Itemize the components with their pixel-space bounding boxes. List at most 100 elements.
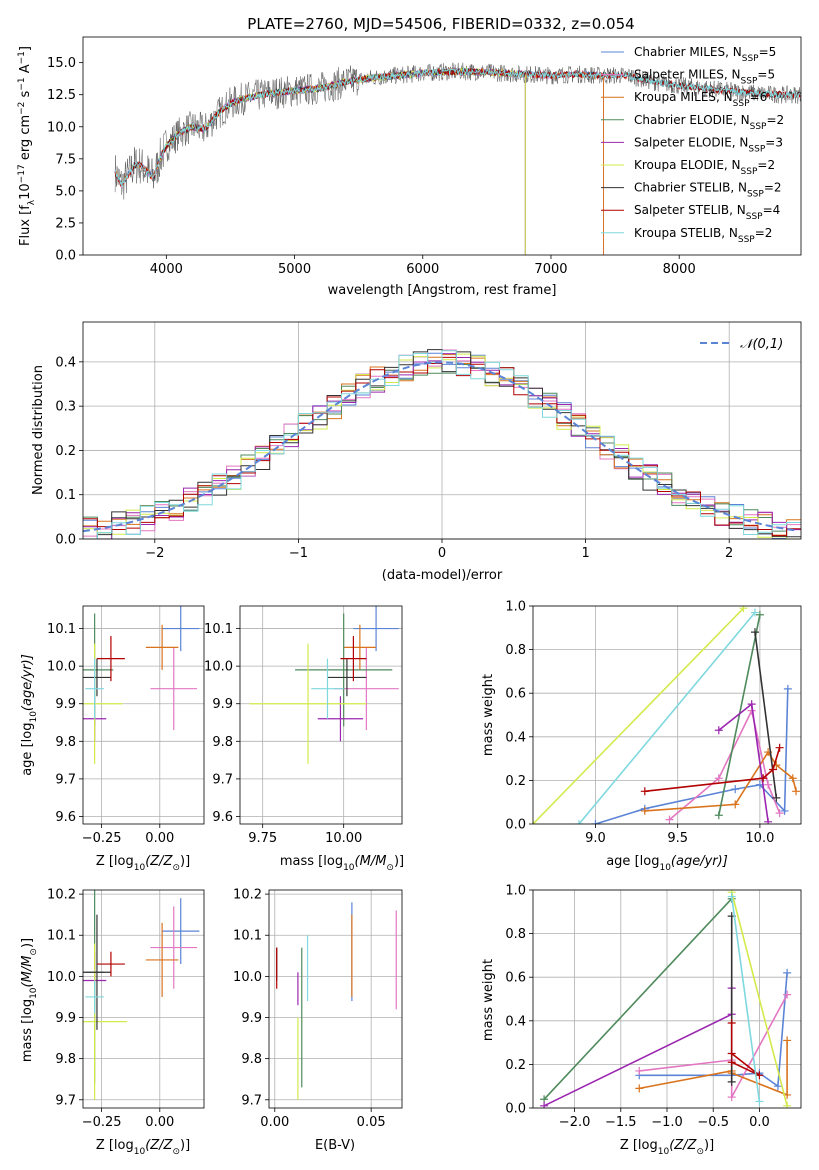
weight_vs_age-marks	[533, 606, 801, 824]
y-tick-label: 0.1	[55, 488, 76, 503]
spectrum-axes: 4000 5000 6000 7000 8000 0.0 2.5 5.0 7.5 10.0 12.5…	[17, 36, 802, 298]
weight-line	[578, 611, 756, 824]
mass-ebv-xlabel: E(B-V)	[315, 1138, 355, 1153]
weight-marker	[747, 700, 756, 709]
histogram-series	[83, 364, 801, 539]
y-tick-label: 2.5	[55, 216, 76, 231]
y-tick-label: 9.9	[55, 697, 76, 712]
y-tick-label: 0.0	[55, 533, 76, 548]
weight-marker	[727, 1093, 736, 1102]
x-tick-label: −0.5	[697, 1115, 729, 1130]
y-tick-label: 9.9	[241, 1011, 262, 1026]
weight-line	[730, 1023, 760, 1077]
x-tick-label: −2	[145, 546, 164, 561]
x-tick-label: 10.0	[745, 831, 774, 846]
weight-marker	[635, 1066, 644, 1075]
weight-marker	[773, 1082, 782, 1091]
y-tick-label: 9.8	[55, 1052, 76, 1067]
weight-marker	[764, 817, 773, 824]
age_vs_mass-marks	[249, 606, 399, 764]
y-tick-label: 10.1	[47, 622, 76, 637]
weight-marker	[731, 800, 740, 809]
x-tick-label: 0.05	[357, 1115, 386, 1130]
weight-marker	[727, 892, 736, 901]
x-tick-label: 9.5	[667, 831, 688, 846]
weight-line	[533, 607, 745, 824]
legend-label: Chabrier STELIB, NSSP=2	[634, 181, 782, 200]
age_vs_z-frame	[82, 605, 205, 825]
x-tick-label: −1.5	[605, 1115, 637, 1130]
weight_vs_z-frame	[532, 889, 802, 1109]
y-tick-label: 0.0	[505, 1102, 526, 1117]
y-tick-label: 0.2	[55, 444, 76, 459]
weight_vs_z-axes: −2.0 −1.5 −1.0 −0.5 0.0 0.0 0.2 0.4 0.6 0.8 1.0 Z […	[481, 884, 802, 1157]
weight-line	[730, 896, 761, 1102]
age_vs_z-axes: −0.25 0.00 9.6 9.7 9.8 9.9 10.0 10.1 Z [log10(Z/…	[20, 605, 205, 873]
x-tick-label: −0.25	[82, 1115, 122, 1130]
y-tick-label: 9.6	[55, 810, 76, 825]
weight-marker	[783, 968, 792, 977]
weight-marker	[591, 820, 600, 824]
weight-marker	[714, 726, 723, 735]
y-tick-label: 10.0	[204, 660, 233, 675]
residuals-xlabel: (data-model)/error	[382, 568, 503, 583]
legend-label: Chabrier MILES, NSSP=5	[634, 45, 776, 64]
weight-age-ylabel: mass weight	[481, 674, 496, 756]
y-tick-label: 9.8	[241, 1052, 262, 1067]
y-tick-label: 9.6	[212, 810, 233, 825]
weight-marker	[792, 787, 801, 796]
y-tick-label: 0.4	[55, 355, 76, 370]
legend-label: Salpeter STELIB, NSSP=4	[634, 203, 780, 222]
figure-title: PLATE=2760, MJD=54506, FIBERID=0332, z=0…	[247, 15, 634, 33]
mass_vs_ebv-marks	[276, 902, 397, 1100]
spectrum-marks	[114, 62, 801, 255]
weight-marker	[783, 1036, 792, 1045]
y-tick-label: 0.6	[505, 971, 526, 986]
y-tick-label: 0.2	[505, 1058, 526, 1073]
weight-marker	[727, 1058, 736, 1067]
mass_vs_z-frame	[82, 889, 205, 1109]
histogram-series	[83, 356, 801, 537]
y-tick-label: 9.7	[55, 772, 76, 787]
weight-marker	[714, 774, 723, 783]
weight-marker	[772, 793, 781, 802]
x-tick-label: −1	[289, 546, 308, 561]
residuals-ylabel: Normed distribution	[31, 365, 46, 495]
y-tick-label: 10.2	[47, 888, 76, 903]
weight-marker	[764, 780, 773, 789]
normal-curve	[83, 361, 799, 533]
weight-line	[543, 898, 733, 1100]
x-tick-label: 0.0	[749, 1115, 770, 1130]
y-tick-label: 0.0	[55, 249, 76, 264]
x-tick-label: 0	[438, 546, 446, 561]
weight-marker	[755, 1097, 764, 1106]
y-tick-label: 10.1	[47, 929, 76, 944]
normal-legend-label: 𝒩(0,1)	[740, 337, 783, 352]
weight-marker	[783, 684, 792, 693]
y-tick-label: 10.0	[233, 970, 262, 985]
y-tick-label: 10.0	[47, 970, 76, 985]
weight_vs_age-frame	[532, 605, 802, 825]
weight_vs_age-axes: 9.0 9.5 10.0 0.0 0.2 0.4 0.6 0.8 1.0 age [log10(a…	[481, 600, 802, 873]
weight-marker	[759, 774, 768, 783]
x-tick-label: 0.00	[145, 831, 174, 846]
y-tick-label: 9.7	[241, 1093, 262, 1108]
legend-label: Kroupa MILES, NSSP=6	[634, 90, 767, 109]
weight-z-ylabel: mass weight	[481, 959, 496, 1041]
spectrum-xlabel: wavelength [Angstrom, rest frame]	[328, 283, 557, 298]
y-tick-label: 9.9	[212, 697, 233, 712]
y-tick-label: 10.1	[233, 929, 262, 944]
y-tick-label: 9.7	[55, 1093, 76, 1108]
weight-marker	[780, 806, 789, 815]
weight-line	[644, 747, 781, 793]
mass_vs_ebv-axes: 0.00 0.05 9.7 9.8 9.9 10.0 10.1 10.2 E(B-V)	[233, 888, 403, 1153]
plots-layer: 4000 5000 6000 7000 80000.02.55.07.510.012.5…	[17, 36, 802, 1157]
x-tick-label: 4000	[150, 262, 183, 277]
x-tick-label: 1	[581, 546, 589, 561]
weight-marker	[750, 608, 759, 617]
legend-label: Salpeter ELODIE, NSSP=3	[634, 135, 783, 154]
y-tick-label: 1.0	[505, 600, 526, 615]
y-tick-label: 9.8	[55, 735, 76, 750]
weight-marker	[783, 990, 792, 999]
y-tick-label: 0.8	[505, 927, 526, 942]
